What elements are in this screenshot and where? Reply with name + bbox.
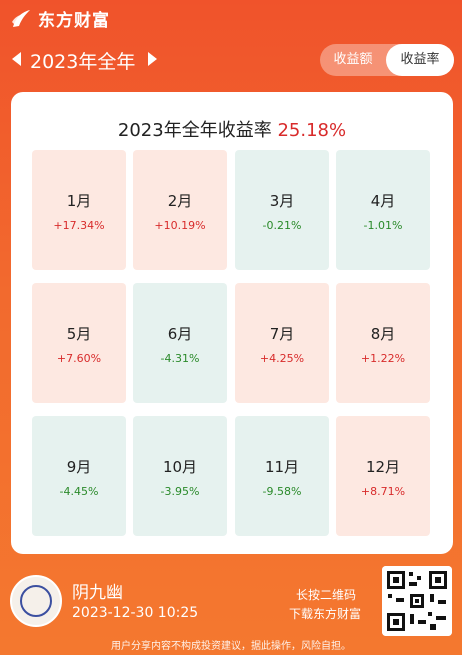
brand: 东方财富 [10,6,110,31]
app-header: 东方财富 [0,0,462,34]
month-return: -9.58% [262,485,302,498]
month-label: 12月 [365,458,401,476]
dongfang-leaf-logo-icon [12,9,30,27]
month-tile[interactable]: 9月 -4.45% [32,416,126,536]
triangle-right-icon[interactable] [148,52,157,66]
month-return: +4.25% [259,352,305,365]
month-return: +7.60% [56,352,102,365]
month-tile[interactable]: 10月 -3.95% [133,416,227,536]
month-return: -3.95% [160,485,200,498]
month-label: 11月 [264,458,300,476]
month-label: 6月 [167,325,193,343]
month-label: 10月 [162,458,198,476]
summary-value: 25.18% [277,120,347,141]
username: 阴九幽 [72,583,123,603]
qr-code-icon[interactable] [382,566,452,636]
month-tile[interactable]: 3月 -0.21% [235,150,329,270]
month-tile[interactable]: 11月 -9.58% [235,416,329,536]
month-return: -0.21% [262,219,302,232]
qr-hint-line1: 长按二维码 [296,588,357,602]
period-selector: 2023年全年 [0,44,462,78]
month-tile[interactable]: 12月 +8.71% [336,416,430,536]
user-avatar-icon [20,585,52,617]
month-tile[interactable]: 1月 +17.34% [32,150,126,270]
share-timestamp: 2023-12-30 10:25 [72,605,199,621]
month-label: 5月 [66,325,92,343]
month-label: 9月 [66,458,92,476]
month-return: -4.45% [59,485,99,498]
monthly-returns-card: 2023年全年收益率 25.18% 1月 +17.34% 2月 +10.19% 3月 -0… [11,92,453,554]
month-label: 7月 [269,325,295,343]
month-tile[interactable]: 8月 +1.22% [336,283,430,403]
month-tile[interactable]: 4月 -1.01% [336,150,430,270]
month-tile[interactable]: 7月 +4.25% [235,283,329,403]
triangle-left-icon[interactable] [12,52,21,66]
month-return: +8.71% [360,485,406,498]
month-tile[interactable]: 5月 +7.60% [32,283,126,403]
month-return: +1.22% [360,352,406,365]
brand-name: 东方财富 [38,11,110,31]
month-return: +17.34% [53,219,105,232]
month-label: 1月 [66,192,92,210]
month-tile[interactable]: 6月 -4.31% [133,283,227,403]
period-label[interactable]: 2023年全年 [30,51,136,73]
toggle-return-amount[interactable]: 收益额 [333,52,373,67]
summary-title: 2023年全年收益率 25.18% [11,116,453,142]
month-tile[interactable]: 2月 +10.19% [133,150,227,270]
disclaimer: 用户分享内容不构成投资建议，据此操作，风险自担。 [111,641,351,652]
qr-hint-line2: 下载东方财富 [289,607,362,621]
month-label: 8月 [370,325,396,343]
month-label: 4月 [370,192,396,210]
avatar [10,575,62,627]
month-label: 3月 [269,192,295,210]
summary-title-text: 2023年全年收益率 [117,120,272,141]
month-label: 2月 [167,192,193,210]
month-return: -1.01% [363,219,403,232]
toggle-return-rate[interactable]: 收益率 [386,44,454,76]
metric-toggle: 收益额 收益率 [320,44,454,76]
month-return: -4.31% [160,352,200,365]
month-return: +10.19% [154,219,206,232]
